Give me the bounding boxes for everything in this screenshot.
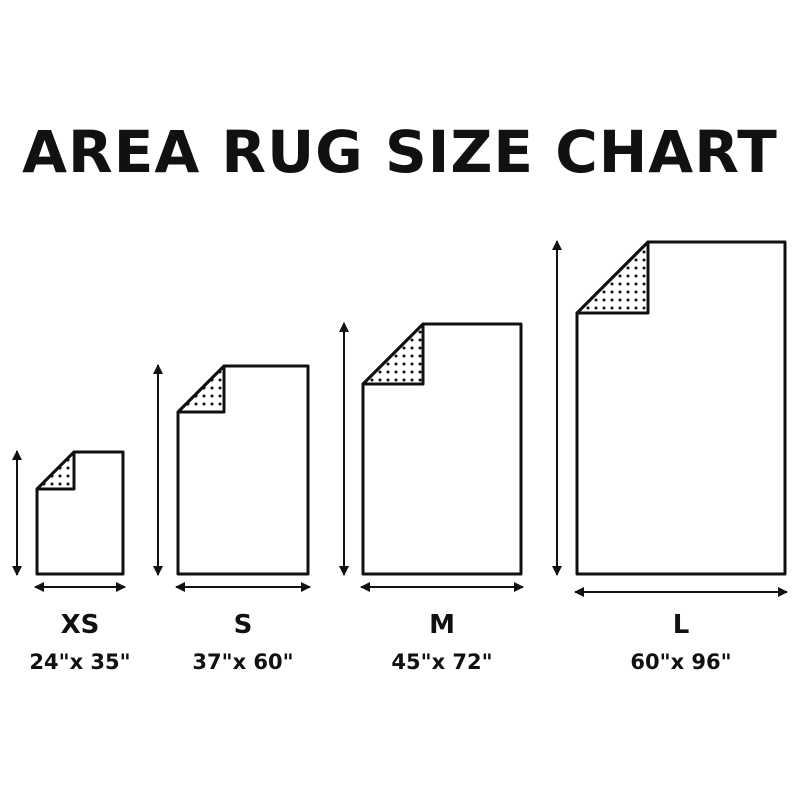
size-label-s: S <box>233 610 253 640</box>
rug-outline-xs <box>35 450 125 576</box>
folded-corner-l <box>575 240 650 315</box>
size-label-l: L <box>672 610 690 640</box>
folded-corner-xs <box>35 450 76 491</box>
size-label-xs: XS <box>60 610 100 640</box>
dimensions-l: 60"x 96" <box>630 650 732 674</box>
dimensions-m: 45"x 72" <box>391 650 493 674</box>
folded-corner-m <box>361 322 425 386</box>
folded-corner-s <box>176 364 226 414</box>
chart-title: AREA RUG SIZE CHART <box>22 118 778 186</box>
dimensions-xs: 24"x 35" <box>29 650 131 674</box>
dimensions-s: 37"x 60" <box>192 650 294 674</box>
size-label-m: M <box>429 610 455 640</box>
